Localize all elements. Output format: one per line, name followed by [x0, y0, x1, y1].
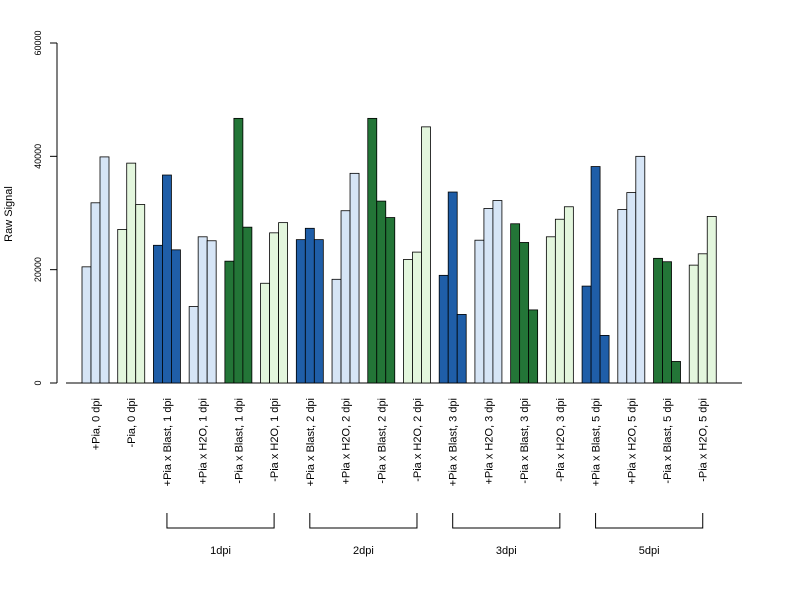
bar: [376, 200, 387, 384]
group-bracket: [166, 513, 275, 529]
bar: [688, 264, 699, 384]
bar: [242, 226, 253, 384]
bar: [99, 156, 110, 384]
bar: [188, 306, 199, 384]
bar: [563, 206, 574, 384]
y-axis-label: Raw Signal: [3, 186, 15, 242]
category-labels: +Pia, 0 dpi -Pia, 0 dpi +Pia x Blast, 1 dp…: [91, 398, 710, 486]
y-tick-label: 40000: [33, 144, 43, 169]
bar: [671, 361, 681, 384]
bar: [117, 229, 128, 384]
group-label: 2dpi: [353, 545, 374, 557]
bar: [313, 239, 324, 384]
category-label: -Pia, 0 dpi: [126, 398, 138, 448]
bar: [412, 251, 422, 384]
y-axis: 0 20000 40000 60000: [33, 30, 58, 386]
bar: [269, 232, 280, 384]
bars: [81, 117, 717, 384]
category-label: +Pia x H2O, 5 dpi: [626, 398, 638, 485]
category-label: -Pia x Blast, 2 dpi: [376, 398, 388, 484]
bar: [304, 227, 315, 384]
bar: [492, 200, 503, 384]
bar: [706, 215, 717, 384]
category-label: -Pia x Blast, 3 dpi: [519, 398, 531, 484]
bar: [635, 155, 646, 384]
bar: [581, 285, 592, 384]
category-label: +Pia x Blast, 1 dpi: [162, 398, 174, 486]
category-label: -Pia x Blast, 1 dpi: [233, 398, 245, 484]
bar: [474, 239, 485, 384]
category-label: +Pia x H2O, 2 dpi: [341, 398, 353, 485]
category-label: -Pia x Blast, 5 dpi: [662, 398, 674, 484]
bar: [197, 236, 208, 384]
bar: [447, 191, 458, 384]
category-label: -Pia x H2O, 5 dpi: [698, 398, 710, 482]
y-tick-label: 60000: [33, 30, 43, 55]
bar: [153, 244, 163, 384]
bar: [599, 334, 610, 384]
bar: [90, 202, 101, 384]
bar: [590, 166, 601, 384]
category-label: +Pia x Blast, 2 dpi: [305, 398, 317, 486]
category-label: +Pia x H2O, 3 dpi: [483, 398, 495, 485]
group-label: 3dpi: [496, 545, 517, 557]
bar: [403, 259, 413, 384]
bar: [554, 218, 565, 384]
bar: [385, 217, 396, 384]
bar: [421, 126, 431, 384]
bar: [697, 253, 708, 384]
bar: [519, 242, 530, 384]
bar: [617, 209, 628, 384]
bar: [135, 204, 146, 384]
bar: [545, 236, 556, 384]
category-label: +Pia x Blast, 5 dpi: [591, 398, 603, 486]
bar: [483, 208, 494, 384]
bar: [260, 282, 271, 384]
category-label: +Pia x H2O, 1 dpi: [198, 398, 210, 485]
bar: [278, 222, 289, 384]
category-label: +Pia, 0 dpi: [91, 398, 103, 450]
bar: [295, 239, 306, 384]
bar: [653, 257, 663, 384]
bar: [81, 266, 92, 384]
bar: [662, 261, 672, 384]
group-brackets: 1dpi 2dpi 3dpi 5dpi: [166, 513, 704, 557]
category-label: -Pia x H2O, 3 dpi: [555, 398, 567, 482]
bar: [224, 260, 235, 384]
bar: [528, 309, 539, 384]
bar: [171, 249, 181, 384]
y-tick-label: 0: [33, 380, 43, 385]
bar: [367, 117, 378, 384]
bar: [162, 174, 172, 384]
category-label: -Pia x H2O, 2 dpi: [412, 398, 424, 482]
bar: [349, 172, 360, 384]
bar: [456, 314, 467, 384]
category-label: -Pia x H2O, 1 dpi: [269, 398, 281, 482]
bar: [206, 240, 217, 384]
y-tick-label: 20000: [33, 257, 43, 282]
group-label: 1dpi: [210, 545, 231, 557]
category-label: +Pia x Blast, 3 dpi: [448, 398, 460, 486]
group-bracket: [309, 513, 418, 529]
group-bracket: [452, 513, 561, 529]
group-bracket: [595, 513, 704, 529]
bar: [438, 274, 449, 384]
bar: [126, 162, 137, 384]
bar: [233, 117, 244, 384]
bar: [626, 192, 637, 384]
bar: [340, 210, 351, 384]
group-label: 5dpi: [639, 545, 660, 557]
bar: [510, 223, 521, 384]
bar: [331, 278, 342, 384]
